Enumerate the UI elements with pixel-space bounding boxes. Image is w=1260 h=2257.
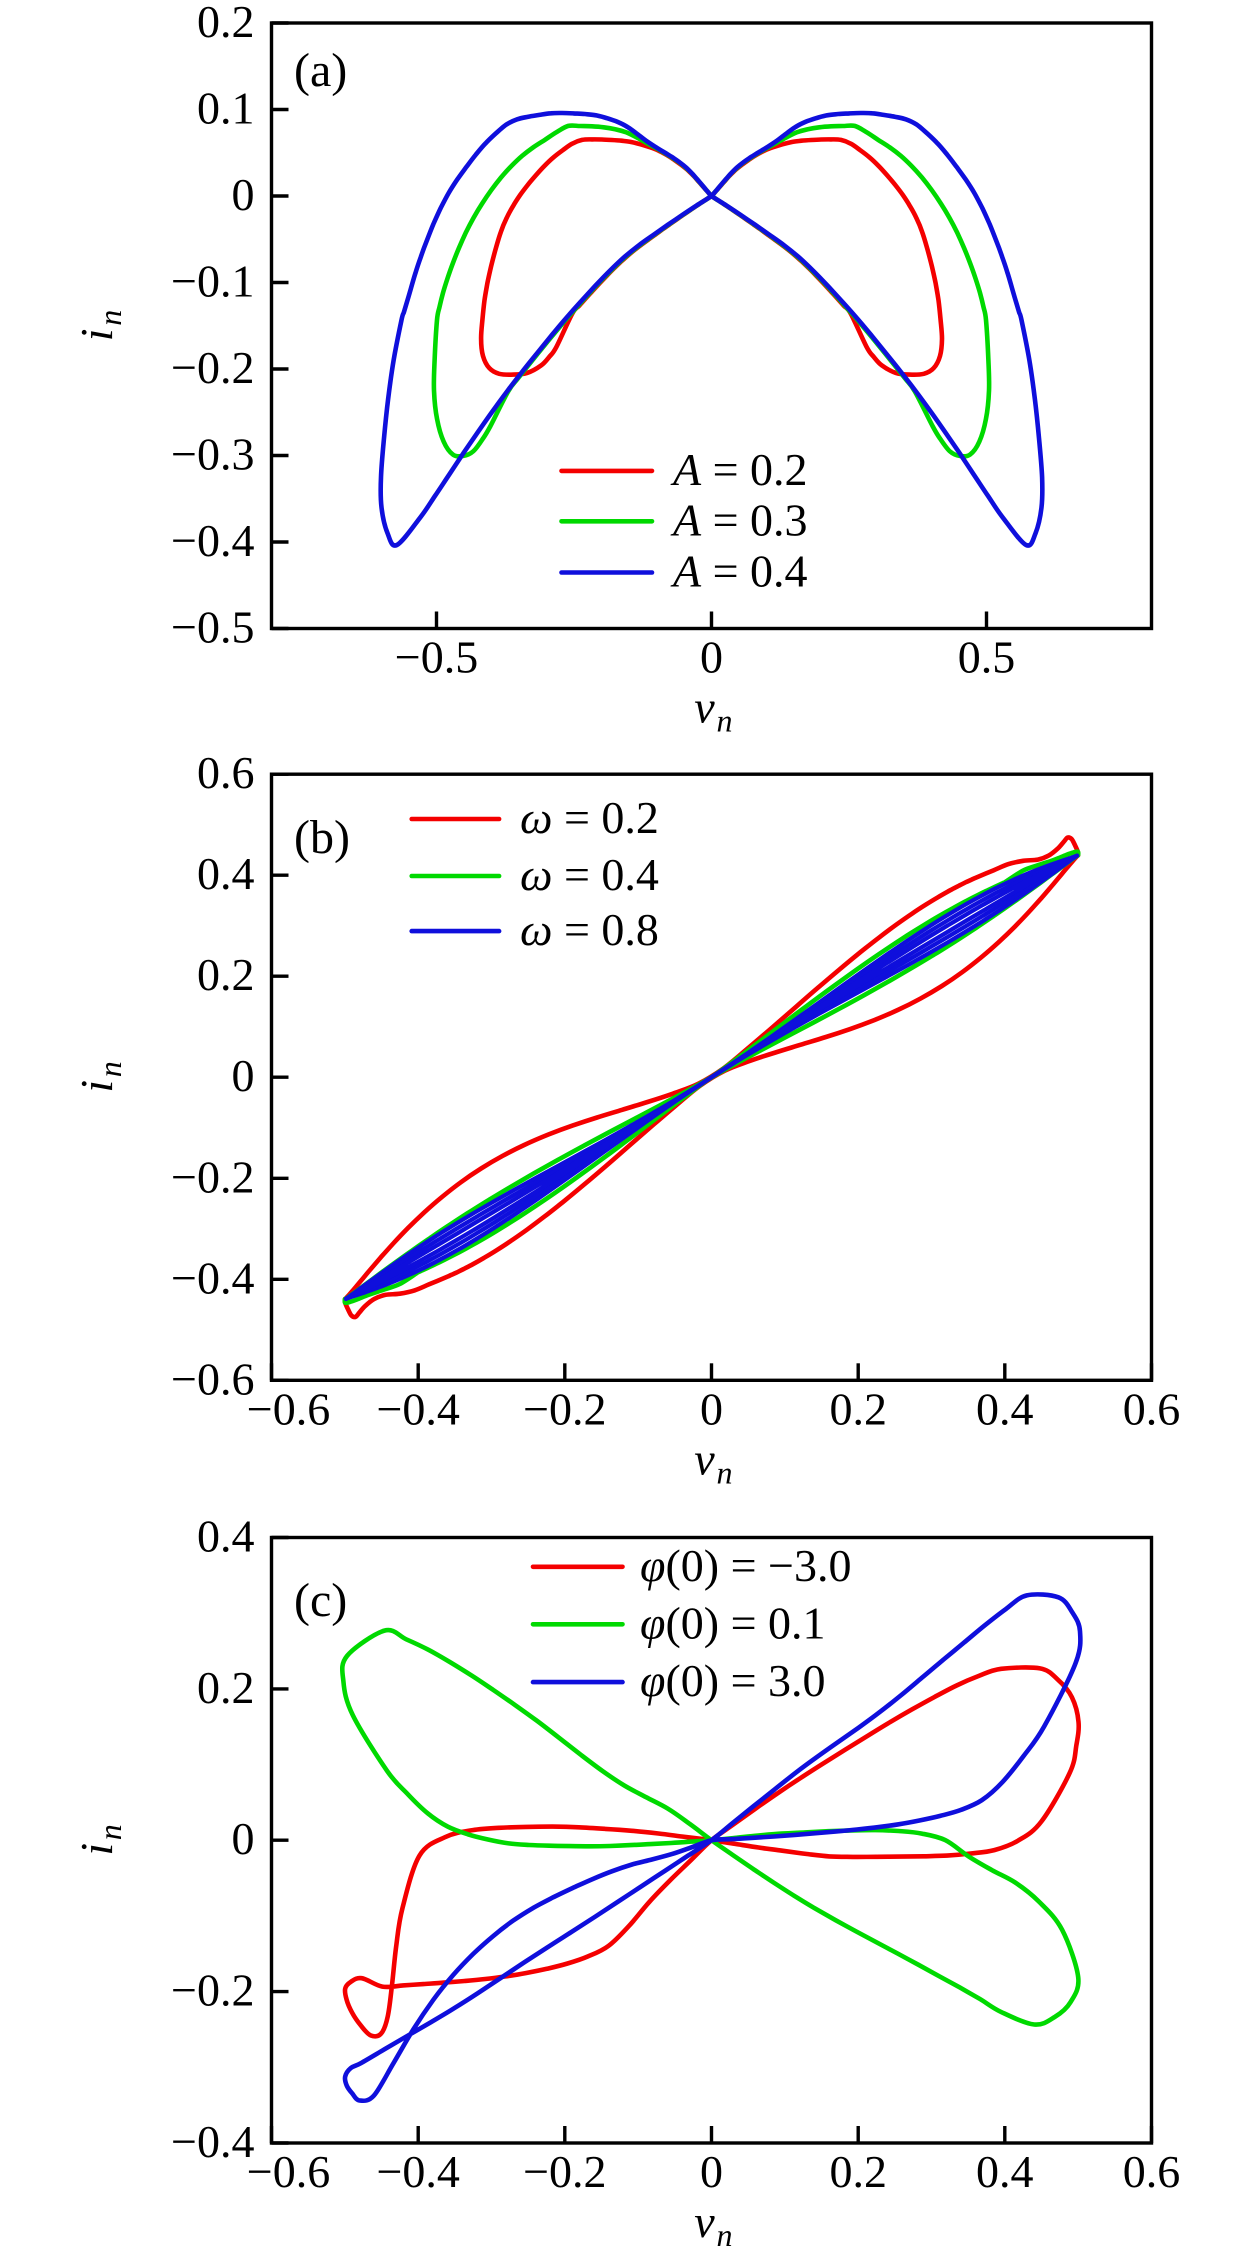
svg-text:0: 0: [700, 2146, 723, 2197]
svg-text:−0.2: −0.2: [523, 1383, 606, 1434]
svg-text:−0.2: −0.2: [171, 1151, 254, 1202]
svg-text:i: i: [71, 1843, 122, 1856]
svg-text:−0.4: −0.4: [171, 2116, 254, 2167]
svg-text:0.5: 0.5: [958, 632, 1016, 683]
svg-text:φ(0) = −3.0: φ(0) = −3.0: [640, 1540, 851, 1591]
svg-text:0.4: 0.4: [976, 2146, 1034, 2197]
svg-text:−0.2: −0.2: [171, 1965, 254, 2016]
svg-text:n: n: [92, 310, 128, 326]
svg-text:0.2: 0.2: [829, 2146, 887, 2197]
svg-text:i: i: [71, 1080, 122, 1093]
svg-text:A = 0.3: A = 0.3: [670, 494, 808, 545]
svg-text:−0.5: −0.5: [171, 602, 254, 653]
svg-text:0.2: 0.2: [829, 1383, 887, 1434]
svg-text:−0.6: −0.6: [171, 1353, 254, 1404]
svg-text:−0.3: −0.3: [171, 429, 254, 480]
svg-text:0.2: 0.2: [197, 949, 255, 1000]
svg-text:−0.4: −0.4: [171, 515, 254, 566]
svg-text:A = 0.4: A = 0.4: [670, 546, 808, 597]
svg-text:−0.4: −0.4: [376, 1383, 459, 1434]
svg-text:0: 0: [232, 169, 255, 220]
svg-text:0.4: 0.4: [197, 848, 255, 899]
svg-text:−0.5: −0.5: [395, 632, 478, 683]
svg-text:φ(0) = 3.0: φ(0) = 3.0: [640, 1655, 826, 1706]
svg-text:0.6: 0.6: [1123, 1383, 1181, 1434]
svg-text:0.4: 0.4: [197, 1511, 255, 1562]
svg-text:n: n: [92, 1061, 128, 1077]
svg-text:φ(0) = 0.1: φ(0) = 0.1: [640, 1597, 826, 1648]
svg-text:0: 0: [232, 1813, 255, 1864]
svg-text:ω = 0.2: ω = 0.2: [520, 792, 659, 843]
svg-text:0.4: 0.4: [976, 1383, 1034, 1434]
svg-text:0: 0: [232, 1050, 255, 1101]
svg-text:v: v: [694, 1433, 715, 1484]
svg-text:(b): (b): [294, 811, 350, 864]
svg-text:0.1: 0.1: [197, 83, 255, 134]
svg-text:(c): (c): [294, 1574, 347, 1627]
svg-text:(a): (a): [294, 44, 347, 97]
svg-text:i: i: [71, 328, 122, 341]
svg-text:ω = 0.8: ω = 0.8: [520, 904, 659, 955]
svg-text:−0.2: −0.2: [171, 342, 254, 393]
svg-text:−0.1: −0.1: [171, 256, 254, 307]
svg-text:v: v: [694, 682, 715, 733]
svg-text:0: 0: [700, 632, 723, 683]
svg-text:n: n: [717, 2217, 733, 2252]
svg-text:0.2: 0.2: [197, 0, 255, 47]
svg-text:n: n: [717, 1454, 733, 1490]
svg-text:n: n: [92, 1824, 128, 1840]
svg-text:0.6: 0.6: [1123, 2146, 1181, 2197]
svg-text:−0.6: −0.6: [247, 2146, 330, 2197]
svg-text:−0.6: −0.6: [247, 1383, 330, 1434]
svg-text:−0.2: −0.2: [523, 2146, 606, 2197]
svg-text:ω = 0.4: ω = 0.4: [520, 849, 659, 900]
svg-text:A = 0.2: A = 0.2: [670, 444, 808, 495]
svg-text:−0.4: −0.4: [171, 1252, 254, 1303]
svg-text:0.6: 0.6: [197, 747, 255, 798]
svg-text:0.2: 0.2: [197, 1662, 255, 1713]
svg-text:0: 0: [700, 1383, 723, 1434]
svg-text:−0.4: −0.4: [376, 2146, 459, 2197]
svg-text:v: v: [694, 2196, 715, 2247]
svg-text:n: n: [717, 703, 733, 739]
